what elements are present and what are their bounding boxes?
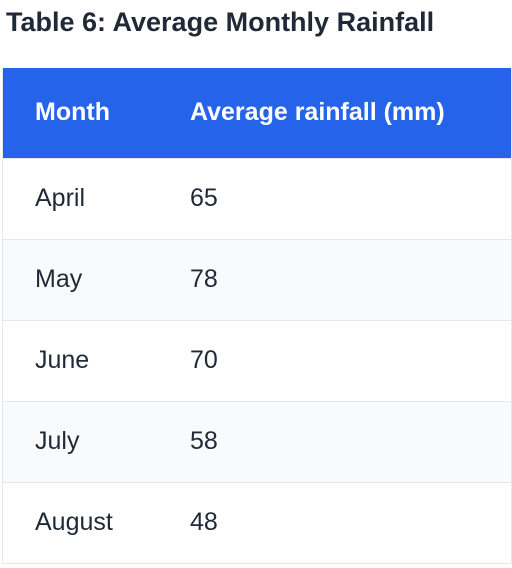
header-row: Month Average rainfall (mm) bbox=[3, 68, 511, 158]
table-body: April 65 May 78 June 70 July 58 August 4… bbox=[3, 158, 511, 563]
rainfall-cell: 58 bbox=[190, 427, 218, 455]
month-cell: August bbox=[35, 508, 113, 537]
month-cell: July bbox=[35, 427, 80, 455]
rainfall-cell: 70 bbox=[190, 346, 218, 374]
column-header-average-rainfall: Average rainfall (mm) bbox=[190, 98, 445, 127]
column-header-month: Month bbox=[35, 98, 110, 127]
table-row: August 48 bbox=[3, 482, 511, 563]
table-row: July 58 bbox=[3, 401, 511, 482]
rainfall-cell: 78 bbox=[190, 265, 218, 293]
month-cell: April bbox=[35, 184, 86, 212]
table-header: Month Average rainfall (mm) bbox=[3, 68, 511, 158]
rainfall-cell: 48 bbox=[190, 508, 218, 537]
table-row: April 65 bbox=[3, 158, 511, 239]
table-row: June 70 bbox=[3, 320, 511, 401]
month-cell: June bbox=[35, 346, 90, 374]
table-title: Table 6: Average Monthly Rainfall bbox=[6, 7, 435, 37]
rainfall-table-container: Month Average rainfall (mm) April 65 May… bbox=[2, 68, 512, 564]
table-row: May 78 bbox=[3, 239, 511, 320]
rainfall-cell: 65 bbox=[190, 184, 218, 212]
rainfall-table: Month Average rainfall (mm) April 65 May… bbox=[3, 68, 511, 563]
month-cell: May bbox=[35, 265, 83, 293]
